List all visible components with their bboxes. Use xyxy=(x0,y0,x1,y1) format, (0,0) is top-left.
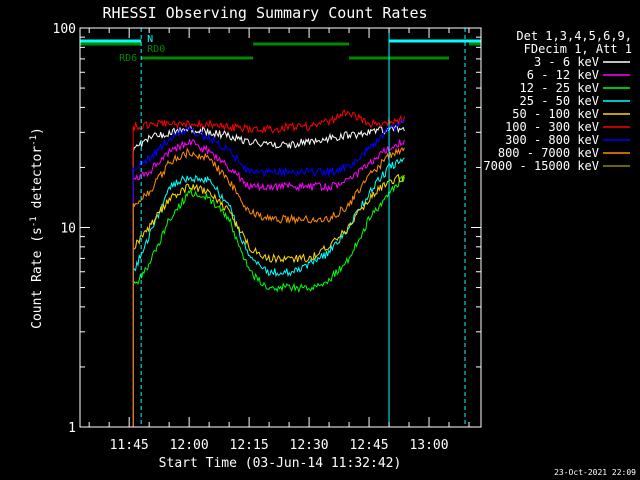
status-bar-label: N xyxy=(147,34,153,45)
legend-label: 50 - 100 keV xyxy=(512,107,599,121)
legend-label: 12 - 25 keV xyxy=(520,81,599,95)
y-tick-label: 1 xyxy=(68,421,76,436)
x-tick-label: 13:00 xyxy=(409,438,448,453)
legend-header-line-2: FDecim 1, Att 1 xyxy=(524,42,632,56)
y-tick-labels: 1 10 100 xyxy=(53,22,76,436)
y-axis-label-close: ) xyxy=(30,127,45,135)
x-tick-label: 11:45 xyxy=(110,438,149,453)
x-tick-label: 12:30 xyxy=(290,438,329,453)
plot-frame xyxy=(79,27,482,428)
legend-label: 3 - 6 keV xyxy=(534,55,599,69)
series-line xyxy=(132,174,405,427)
y-axis-label-tail: detector xyxy=(30,146,45,217)
y-axis-label: Count Rate (s-1 detector-1) xyxy=(29,127,45,329)
y-axis-label-main: Count Rate (s xyxy=(30,227,45,329)
series-line xyxy=(132,147,405,427)
series-line xyxy=(132,109,405,427)
series-line xyxy=(132,124,405,427)
legend-label: 300 - 800 keV xyxy=(505,133,599,147)
legend-label: 6 - 12 keV xyxy=(527,68,599,82)
plot-layer xyxy=(132,109,405,427)
x-axis-label: Start Time (03-Jun-14 11:32:42) xyxy=(159,456,402,471)
x-tick-label: 12:45 xyxy=(349,438,388,453)
plot-timestamp: 23-Oct-2021 22:09 xyxy=(554,468,636,477)
legend-label: 800 - 7000 keV xyxy=(498,146,599,160)
y-axis-label-sup2: -1 xyxy=(29,135,39,146)
legend-label: 25 - 50 keV xyxy=(520,94,599,108)
series-line xyxy=(132,174,405,427)
series-line xyxy=(132,138,405,427)
y-tick-label: 100 xyxy=(53,22,76,37)
series-line xyxy=(132,157,405,427)
legend-label: 7000 - 15000 keV xyxy=(483,159,599,173)
legend-header-line-1: Det 1,3,4,5,6,9, xyxy=(516,29,632,43)
legend: Det 1,3,4,5,6,9, FDecim 1, Att 1 3 - 6 k… xyxy=(483,29,632,173)
x-tick-labels: 11:45 12:00 12:15 12:30 12:45 13:00 xyxy=(110,438,449,453)
series-line xyxy=(132,117,405,427)
chart-title: RHESSI Observing Summary Count Rates xyxy=(102,4,427,22)
y-axis-label-sup: -1 xyxy=(29,216,39,227)
axes xyxy=(79,27,482,428)
y-tick-label: 10 xyxy=(60,222,76,237)
x-tick-label: 12:00 xyxy=(170,438,209,453)
status-bar-label: RD0 xyxy=(147,44,165,55)
status-bar-label: RD6 xyxy=(119,53,137,64)
legend-label: 100 - 300 keV xyxy=(505,120,599,134)
x-tick-label: 12:15 xyxy=(230,438,269,453)
